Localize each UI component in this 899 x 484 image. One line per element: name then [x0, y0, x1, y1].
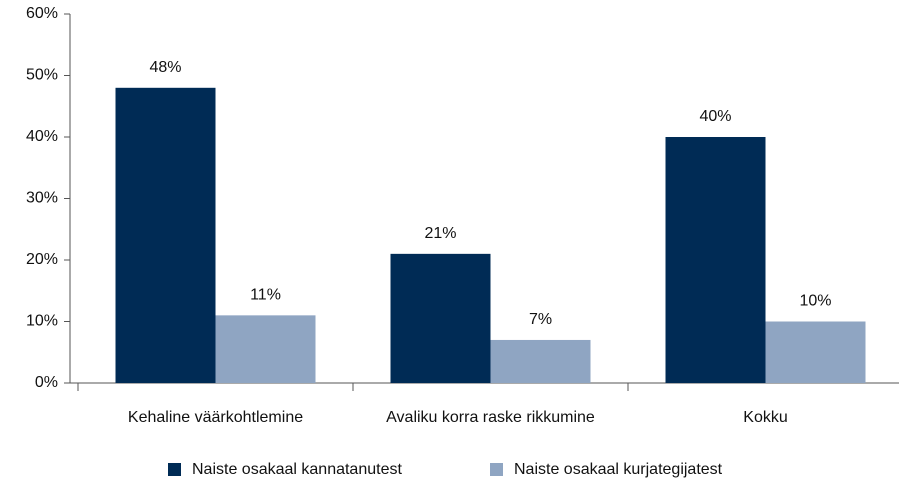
value-label: 10%: [799, 293, 831, 310]
y-tick-label: 40%: [26, 128, 58, 145]
value-label: 21%: [424, 225, 456, 242]
x-tick-label: Kokku: [743, 409, 787, 426]
bar: [765, 321, 866, 383]
value-label: 48%: [149, 59, 181, 76]
y-tick-label: 20%: [26, 251, 58, 268]
legend-label: Naiste osakaal kurjategijatest: [514, 461, 723, 478]
bar: [665, 137, 766, 383]
value-label: 7%: [529, 311, 552, 328]
value-label: 11%: [250, 287, 281, 304]
y-tick-label: 30%: [26, 190, 58, 207]
legend-swatch: [490, 463, 503, 476]
y-tick-label: 50%: [26, 67, 58, 84]
bar: [390, 253, 491, 383]
bar: [215, 315, 316, 383]
legend-label: Naiste osakaal kannatanutest: [192, 461, 402, 478]
legend-swatch: [168, 463, 181, 476]
y-tick-label: 0%: [35, 374, 58, 391]
x-tick-label: Avaliku korra raske rikkumine: [386, 409, 595, 426]
bar: [115, 87, 216, 384]
x-tick-label: Kehaline väärkohtlemine: [128, 409, 303, 426]
value-label: 40%: [699, 108, 731, 125]
y-tick-label: 60%: [26, 5, 58, 22]
bar: [490, 339, 591, 383]
y-tick-label: 10%: [26, 313, 58, 330]
